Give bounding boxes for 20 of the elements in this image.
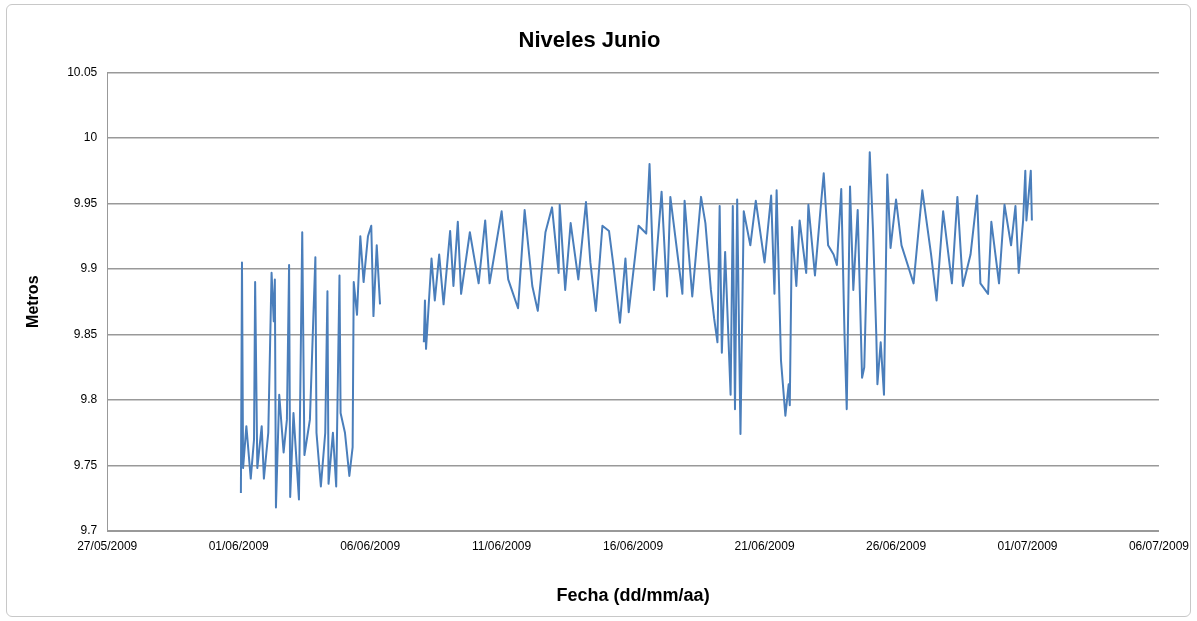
x-tick-label: 16/06/2009 bbox=[603, 538, 664, 553]
y-tick-label: 9.9 bbox=[80, 261, 98, 276]
x-tick-label: 06/06/2009 bbox=[340, 538, 401, 553]
y-tick-label: 9.8 bbox=[80, 392, 98, 407]
x-tick-label: 11/06/2009 bbox=[472, 538, 532, 553]
x-axis-title: Fecha (dd/mm/aa) bbox=[556, 585, 710, 606]
x-tick-label: 21/06/2009 bbox=[734, 538, 795, 553]
x-tick-label: 27/05/2009 bbox=[77, 538, 138, 553]
x-tick-label: 26/06/2009 bbox=[866, 538, 927, 553]
y-tick-label: 9.95 bbox=[73, 195, 98, 210]
y-tick-label: 10 bbox=[83, 130, 98, 145]
y-tick-label: 9.75 bbox=[73, 457, 98, 472]
x-tick-label: 06/07/2009 bbox=[1128, 538, 1190, 553]
x-tick-label: 01/06/2009 bbox=[208, 538, 270, 553]
y-tick-label: 9.7 bbox=[80, 523, 98, 538]
x-tick-label: 01/07/2009 bbox=[997, 538, 1058, 553]
y-tick-label: 9.85 bbox=[73, 326, 98, 341]
y-axis-title: Metros bbox=[24, 275, 42, 328]
chart-title: Niveles Junio bbox=[518, 27, 661, 53]
y-tick-label: 10.05 bbox=[67, 64, 98, 79]
